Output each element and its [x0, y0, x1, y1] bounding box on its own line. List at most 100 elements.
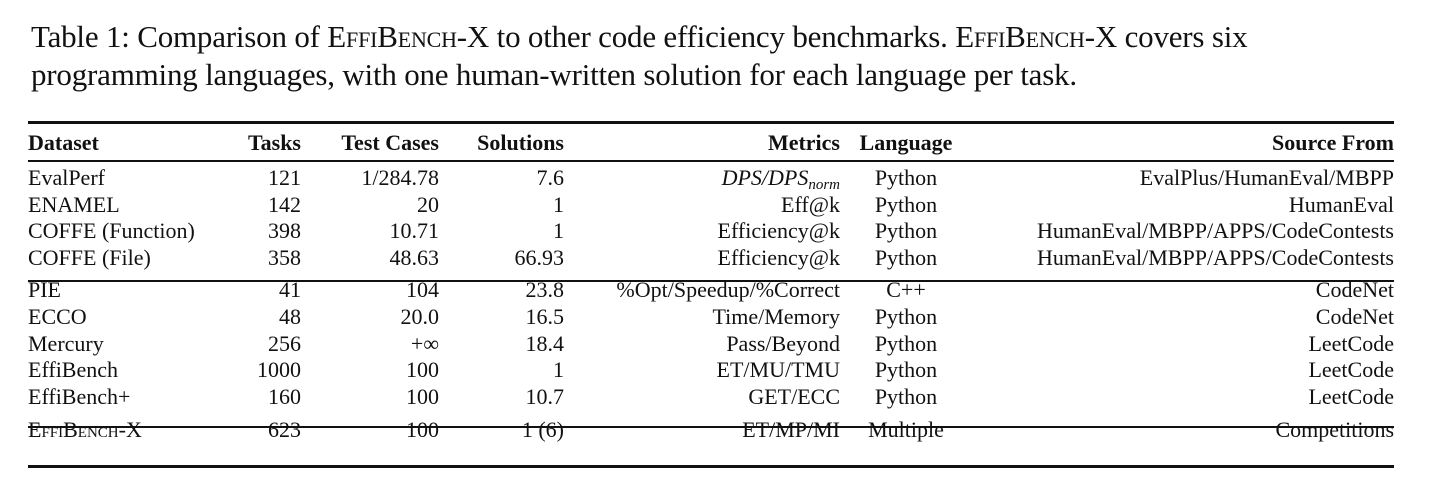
bottom-rule	[28, 465, 1394, 468]
group-rule-2	[28, 426, 1394, 428]
header-test-cases: Test Cases	[341, 130, 439, 155]
cell-language: Python	[874, 330, 938, 356]
cell-source: LeetCode	[1308, 383, 1394, 409]
caption-suffix: covers six programming languages, with o…	[31, 19, 1248, 92]
cell-solutions: 18.4	[525, 330, 565, 356]
cell-tasks: 623	[268, 417, 301, 443]
cell-dataset: COFFE (File)	[28, 244, 151, 270]
cell-solutions: 16.5	[525, 303, 565, 329]
table-caption: Table 1: Comparison of EffiBench-X to ot…	[31, 18, 1401, 94]
caption-middle: to other code efficiency benchmarks.	[489, 19, 956, 54]
cell-solutions: 1	[553, 218, 564, 244]
cell-language: Python	[874, 165, 938, 190]
header-row: Dataset Tasks Test Cases Solutions Metri…	[28, 124, 1394, 161]
cell-source: Competitions	[1275, 417, 1394, 443]
cell-solutions: 23.8	[525, 277, 565, 303]
cell-dataset: Mercury	[28, 330, 104, 356]
cell-test-cases: 100	[406, 357, 439, 383]
cell-test-cases: +∞	[410, 330, 439, 356]
cell-test-cases: 48.63	[389, 244, 440, 270]
cell-source: LeetCode	[1308, 357, 1394, 383]
cell-language: Multiple	[868, 417, 944, 443]
cell-test-cases: 100	[406, 417, 439, 443]
table-row: Mercury 256 +∞ 18.4 Pass/Beyond Python L…	[28, 331, 1394, 358]
table-row: COFFE (File) 358 48.63 66.93 Efficiency@…	[28, 245, 1394, 272]
cell-solutions: 1	[553, 357, 564, 383]
cell-language: Python	[874, 357, 938, 383]
cell-metrics: ET/MP/MI	[742, 417, 840, 443]
cell-metrics: ET/MU/TMU	[716, 357, 840, 383]
cell-tasks: 358	[268, 244, 301, 270]
header-tasks: Tasks	[247, 130, 301, 155]
group-rule-1	[28, 280, 1394, 282]
table-row-highlight: EffiBench-X 623 100 1 (6) ET/MP/MI Multi…	[28, 417, 1394, 444]
cell-tasks: 41	[279, 277, 301, 303]
caption-benchmark-name: EffiBench-X	[327, 19, 490, 54]
cell-metrics: %Opt/Speedup/%Correct	[616, 277, 840, 303]
table-row: ENAMEL 142 20 1 Eff@k Python HumanEval	[28, 192, 1394, 219]
cell-metrics: Eff@k	[781, 191, 840, 217]
cell-dataset: EffiBench+	[28, 383, 131, 409]
metrics-subscript: norm	[808, 177, 840, 193]
cell-dataset: EffiBench-X	[28, 417, 142, 443]
table-row: ECCO 48 20.0 16.5 Time/Memory Python Cod…	[28, 304, 1394, 331]
cell-source: HumanEval/MBPP/APPS/CodeContests	[1037, 218, 1394, 244]
cell-solutions: 7.6	[536, 165, 565, 190]
top-rule	[28, 121, 1394, 124]
cell-dataset: COFFE (Function)	[28, 218, 195, 244]
cell-test-cases: 104	[406, 277, 439, 303]
cell-language: Python	[874, 244, 938, 270]
cell-tasks: 48	[279, 303, 301, 329]
cell-metrics: GET/ECC	[748, 383, 840, 409]
header-dataset: Dataset	[28, 130, 99, 155]
header-metrics: Metrics	[767, 130, 840, 155]
cell-language: Python	[874, 303, 938, 329]
table-row: PIE 41 104 23.8 %Opt/Speedup/%Correct C+…	[28, 277, 1394, 304]
cell-tasks: 121	[268, 165, 301, 190]
cell-solutions: 66.93	[514, 244, 565, 270]
cell-test-cases: 10.71	[389, 218, 440, 244]
cell-solutions: 10.7	[525, 383, 565, 409]
cell-dataset: PIE	[28, 277, 61, 303]
table-row: EffiBench 1000 100 1 ET/MU/TMU Python Le…	[28, 357, 1394, 384]
cell-metrics: Efficiency@k	[717, 244, 840, 270]
header-language: Language	[859, 130, 953, 155]
cell-tasks: 142	[268, 191, 301, 217]
cell-source: CodeNet	[1315, 277, 1394, 303]
cell-language: C++	[886, 277, 926, 303]
cell-source: HumanEval/MBPP/APPS/CodeContests	[1037, 244, 1394, 270]
cell-tasks: 256	[268, 330, 301, 356]
cell-test-cases: 1/284.78	[361, 165, 439, 190]
cell-tasks: 1000	[257, 357, 301, 383]
cell-test-cases: 100	[406, 383, 439, 409]
caption-prefix: Table 1: Comparison of	[31, 19, 328, 54]
table-row: COFFE (Function) 398 10.71 1 Efficiency@…	[28, 218, 1394, 245]
metrics-main: DPS/DPS	[721, 165, 809, 190]
cell-tasks: 160	[268, 383, 301, 409]
cell-metrics: DPS/DPSnorm	[564, 165, 840, 193]
header-source: Source From	[1272, 130, 1394, 155]
header-rule	[28, 160, 1394, 162]
cell-metrics: Pass/Beyond	[726, 330, 840, 356]
cell-dataset: ECCO	[28, 303, 87, 329]
cell-test-cases: 20.0	[400, 303, 440, 329]
table-row: EvalPerf 121 1/284.78 7.6 DPS/DPSnorm Py…	[28, 165, 1394, 193]
cell-metrics: Time/Memory	[712, 303, 840, 329]
cell-metrics: Efficiency@k	[717, 218, 840, 244]
cell-tasks: 398	[268, 218, 301, 244]
cell-source: EvalPlus/HumanEval/MBPP	[1139, 165, 1394, 190]
header-solutions: Solutions	[477, 130, 564, 155]
cell-source: LeetCode	[1308, 330, 1394, 356]
cell-dataset: EvalPerf	[28, 165, 105, 190]
cell-source: CodeNet	[1315, 303, 1394, 329]
cell-solutions: 1 (6)	[521, 417, 564, 443]
cell-source: HumanEval	[1288, 191, 1394, 217]
cell-language: Python	[874, 191, 938, 217]
cell-test-cases: 20	[417, 191, 439, 217]
cell-language: Python	[874, 218, 938, 244]
cell-dataset: ENAMEL	[28, 191, 120, 217]
comparison-table: Dataset Tasks Test Cases Solutions Metri…	[28, 124, 1394, 444]
cell-dataset: EffiBench	[28, 357, 119, 383]
caption-benchmark-name-2: EffiBench-X	[955, 19, 1118, 54]
table-row: EffiBench+ 160 100 10.7 GET/ECC Python L…	[28, 384, 1394, 411]
